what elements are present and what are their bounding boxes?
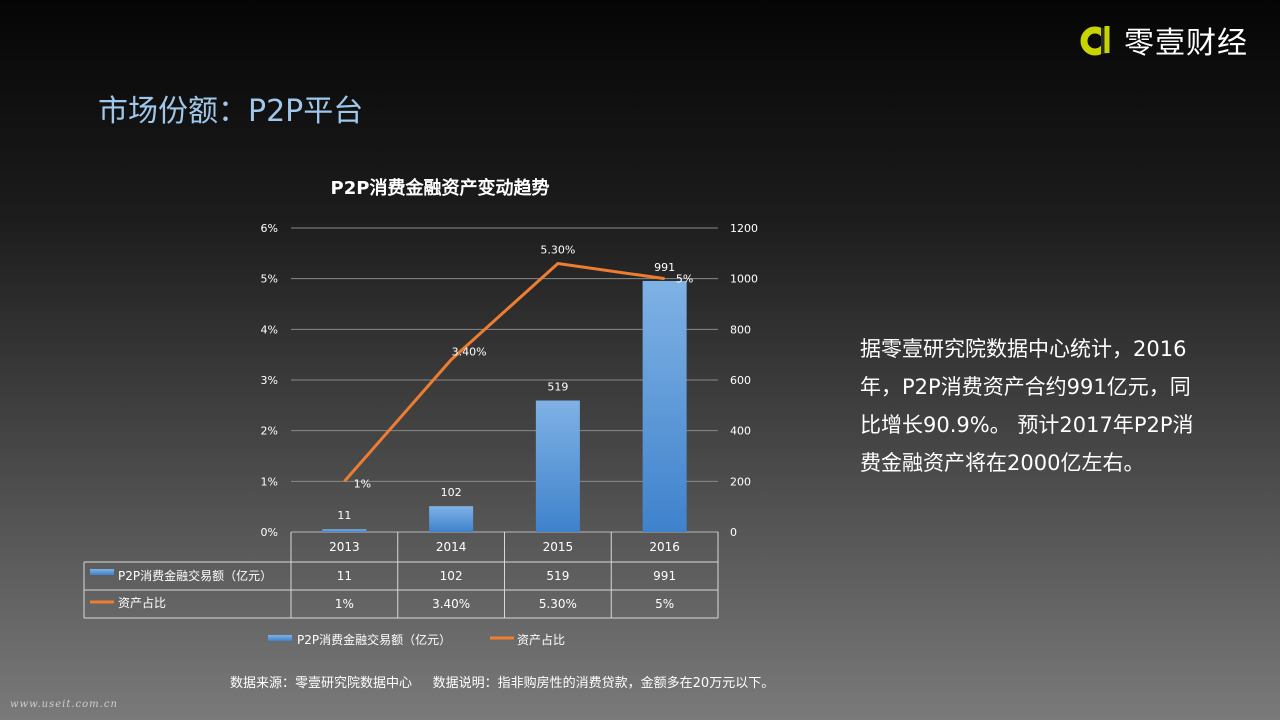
y-left-tick-label: 1%	[261, 475, 278, 488]
y-left-tick-label: 0%	[261, 526, 278, 539]
table-cell: 519	[546, 569, 569, 583]
table-cell: 3.40%	[432, 597, 470, 611]
brand-logo-icon	[1080, 26, 1110, 56]
bar	[429, 506, 474, 532]
line-data-label: 5.30%	[540, 243, 575, 256]
legend-bar-swatch	[268, 635, 292, 641]
page-title: 市场份额：P2P平台	[98, 94, 364, 129]
y-left-tick-label: 4%	[261, 323, 278, 336]
table-cell: 5.30%	[539, 597, 577, 611]
line-data-label: 3.40%	[452, 346, 487, 359]
y-right-tick-label: 200	[730, 475, 751, 488]
legend-label: 资产占比	[517, 632, 565, 647]
table-row-header: 资产占比	[118, 595, 166, 610]
table-cell: 11	[337, 569, 352, 583]
line-data-label: 5%	[676, 273, 693, 286]
brand-name: 零壹财经	[1124, 26, 1248, 61]
y-right-tick-label: 600	[730, 374, 751, 387]
y-left-tick-label: 3%	[261, 374, 278, 387]
y-right-tick-label: 1200	[730, 222, 758, 235]
table-cell: 1%	[335, 597, 354, 611]
bar	[322, 529, 367, 532]
line-series	[343, 261, 665, 483]
y-right-tick-label: 1000	[730, 273, 758, 286]
brand-logo: 零壹财经	[1078, 18, 1248, 62]
bar	[535, 400, 580, 532]
y-right-tick-label: 800	[730, 323, 751, 336]
table-row-header: P2P消费金融交易额（亿元）	[118, 568, 272, 583]
y-left-tick-label: 2%	[261, 425, 278, 438]
legend-label: P2P消费金融交易额（亿元）	[297, 632, 451, 647]
bar	[642, 280, 687, 532]
annotation-text: 据零壹研究院数据中心统计，2016年，P2P消费资产合约991亿元，同比增长90…	[860, 337, 1194, 475]
y-left-tick-label: 5%	[261, 273, 278, 286]
table-cell: 102	[440, 569, 463, 583]
y-left-tick-label: 6%	[261, 222, 278, 235]
x-axis-category-label: 2013	[329, 540, 360, 554]
x-axis-category-label: 2014	[436, 540, 467, 554]
chart-title: P2P消费金融资产变动趋势	[330, 178, 550, 199]
watermark: www.useit.com.cn	[10, 699, 118, 710]
x-axis-category-label: 2016	[649, 540, 680, 554]
y-right-tick-label: 400	[730, 425, 751, 438]
y-right-tick-label: 0	[730, 526, 737, 539]
bar-data-label: 519	[547, 381, 568, 394]
source-note: 数据来源：零壹研究院数据中心 数据说明：指非购房性的消费贷款，金额多在20万元以…	[230, 676, 775, 691]
bar-data-label: 102	[441, 486, 462, 499]
bar-data-label: 11	[337, 509, 351, 522]
x-axis-category-label: 2015	[543, 540, 574, 554]
bar-data-label: 991	[654, 261, 675, 274]
line-data-label: 1%	[354, 477, 371, 490]
table-cell: 991	[653, 569, 676, 583]
bar-series-swatch	[90, 569, 114, 575]
table-cell: 5%	[655, 597, 674, 611]
